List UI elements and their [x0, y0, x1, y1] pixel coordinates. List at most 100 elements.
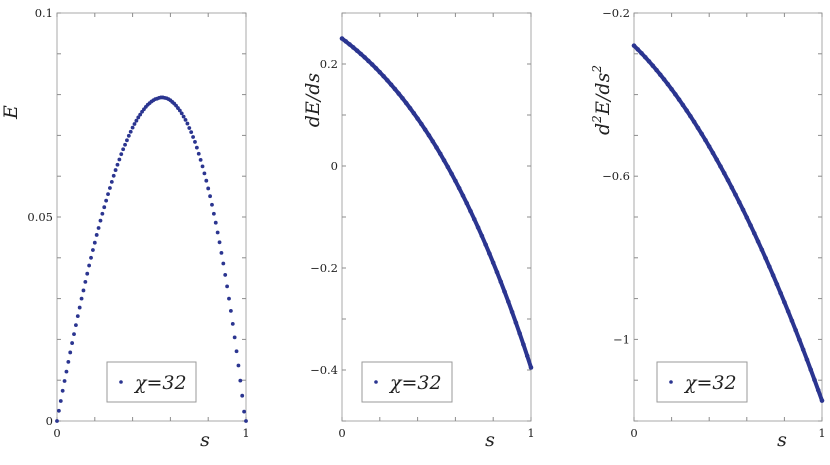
data-point: [181, 114, 186, 119]
data-point: [804, 357, 810, 362]
data-point: [502, 289, 507, 294]
data-point: [193, 140, 197, 144]
data-point: [72, 332, 76, 336]
data-point: [81, 288, 86, 293]
data-point: [219, 251, 224, 255]
data-point: [351, 45, 356, 50]
legend: χ=32: [656, 361, 748, 403]
data-point: [407, 105, 413, 111]
data-point: [812, 377, 817, 383]
data-point: [733, 192, 738, 198]
data-point: [396, 91, 402, 96]
data-point: [106, 192, 110, 197]
data-point: [506, 299, 511, 304]
data-point: [673, 92, 678, 97]
legend-marker-icon: [374, 380, 378, 384]
data-point: [79, 296, 84, 301]
data-point: [411, 110, 417, 116]
data-point: [654, 67, 659, 73]
data-point: [650, 63, 656, 69]
data-point: [755, 239, 761, 244]
data-point: [445, 164, 451, 170]
data-point: [91, 248, 95, 252]
data-point: [642, 54, 648, 60]
data-point: [381, 73, 386, 79]
data-point: [55, 419, 59, 423]
data-point: [392, 86, 398, 92]
data-point: [815, 387, 821, 393]
data-point: [113, 168, 118, 172]
y-axis-label: E: [0, 105, 22, 120]
data-point: [210, 202, 214, 207]
data-point: [179, 111, 184, 116]
data-point: [189, 130, 194, 135]
y-tick-label: −0.4: [310, 363, 338, 377]
data-point: [187, 126, 192, 130]
data-point: [223, 273, 228, 277]
x-tick-label: 0: [338, 426, 345, 440]
data-point: [104, 198, 109, 203]
data-point: [177, 108, 182, 113]
data-point: [498, 279, 504, 285]
data-point: [513, 320, 519, 325]
data-point: [117, 157, 122, 162]
data-point: [635, 47, 641, 52]
data-point: [217, 240, 222, 245]
data-point: [373, 66, 379, 71]
data-point: [58, 399, 63, 403]
data-point: [102, 205, 107, 210]
data-point: [782, 299, 787, 305]
data-point: [695, 125, 701, 131]
data-point: [658, 72, 663, 77]
data-point: [66, 359, 71, 364]
data-point: [714, 157, 720, 162]
data-point: [213, 220, 218, 225]
data-point: [691, 119, 697, 125]
data-point: [98, 218, 103, 223]
data-point: [134, 118, 139, 123]
data-point: [487, 251, 492, 256]
data-point: [778, 290, 783, 296]
data-point: [215, 230, 220, 235]
data-series: [55, 95, 248, 423]
y-tick-label: 0.05: [27, 210, 53, 224]
data-point: [725, 177, 731, 183]
data-point: [56, 408, 61, 413]
data-point: [419, 121, 424, 127]
data-point: [631, 43, 637, 48]
y-tick-label: 0: [46, 414, 53, 428]
data-point: [211, 211, 216, 216]
data-point: [456, 185, 462, 191]
legend-label: χ=32: [388, 372, 442, 394]
data-point: [377, 69, 383, 75]
legend-marker-icon: [119, 380, 123, 384]
legend-label: χ=32: [683, 372, 737, 394]
data-point: [92, 240, 97, 245]
data-point: [68, 350, 73, 355]
data-point: [688, 113, 693, 119]
data-point: [208, 194, 212, 199]
data-point: [232, 335, 237, 340]
data-point: [464, 200, 470, 206]
data-point: [123, 142, 127, 147]
data-point: [236, 363, 241, 368]
legend-box: [106, 361, 197, 403]
data-point: [736, 199, 742, 205]
data-point: [191, 135, 195, 139]
data-point: [200, 164, 205, 169]
data-point: [196, 151, 201, 156]
data-point: [227, 296, 231, 301]
data-point: [238, 378, 243, 383]
data-point: [221, 261, 226, 266]
data-point: [74, 323, 78, 328]
data-point: [744, 215, 750, 220]
data-point: [453, 178, 458, 184]
data-point: [721, 170, 727, 176]
data-point: [680, 102, 686, 108]
x-axis-label: s: [777, 429, 787, 451]
data-point: [64, 369, 69, 374]
data-point: [426, 133, 432, 138]
data-point: [770, 273, 776, 278]
legend-label: χ=32: [133, 372, 187, 394]
data-point: [479, 233, 485, 239]
